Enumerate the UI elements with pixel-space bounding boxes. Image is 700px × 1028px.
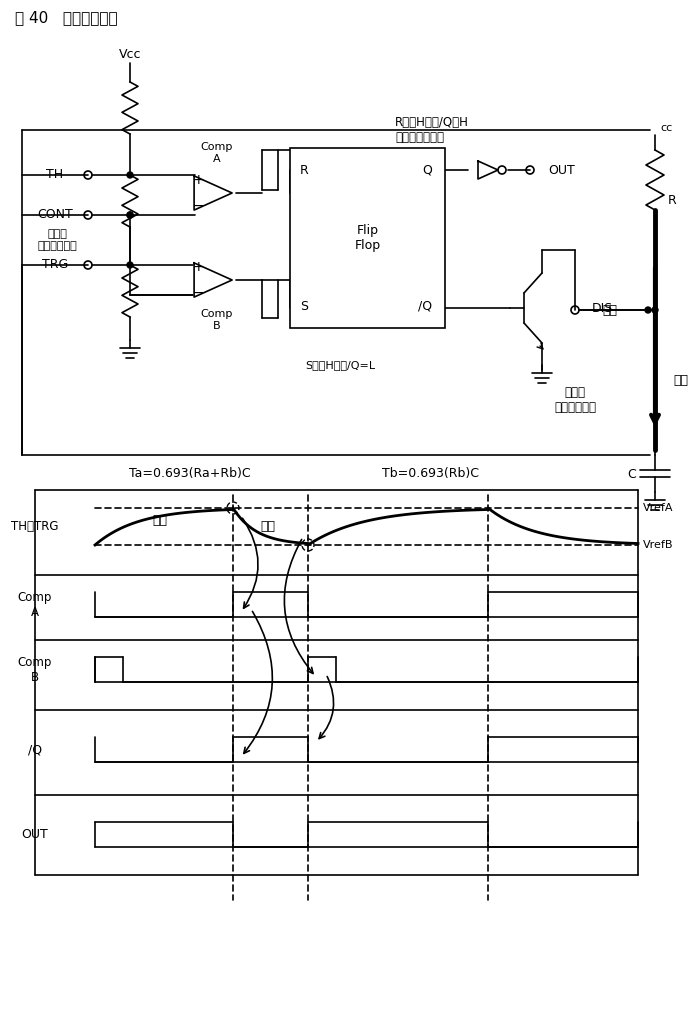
Polygon shape bbox=[194, 176, 232, 210]
Text: R: R bbox=[668, 193, 677, 207]
Text: Q: Q bbox=[422, 163, 432, 177]
Text: R: R bbox=[300, 163, 309, 177]
Text: TRG: TRG bbox=[42, 258, 68, 271]
Text: Comp
B: Comp B bbox=[201, 309, 233, 331]
Polygon shape bbox=[194, 263, 232, 297]
Text: −: − bbox=[193, 199, 204, 213]
Text: Vcc: Vcc bbox=[119, 48, 141, 62]
Text: Comp
A: Comp A bbox=[201, 142, 233, 163]
Text: CONT: CONT bbox=[37, 209, 73, 221]
Text: DIS: DIS bbox=[592, 301, 613, 315]
Text: Tb=0.693(Rb)C: Tb=0.693(Rb)C bbox=[382, 467, 479, 479]
Text: Comp
A: Comp A bbox=[18, 591, 52, 619]
Text: Ta=0.693(Ra+Rb)C: Ta=0.693(Ra+Rb)C bbox=[130, 467, 251, 479]
Polygon shape bbox=[478, 161, 498, 179]
Text: /Q: /Q bbox=[28, 743, 42, 757]
Circle shape bbox=[645, 307, 651, 313]
Text: OUT: OUT bbox=[548, 163, 575, 177]
Text: −: − bbox=[193, 286, 204, 300]
Circle shape bbox=[127, 262, 133, 268]
Text: TH: TH bbox=[46, 169, 64, 182]
Circle shape bbox=[127, 212, 133, 218]
Text: 放電: 放電 bbox=[603, 303, 617, 317]
Text: Rが「H」で/Q＝H
コンデンサ放電: Rが「H」で/Q＝H コンデンサ放電 bbox=[395, 116, 469, 144]
Text: タイマ
スタート端子: タイマ スタート端子 bbox=[37, 229, 77, 251]
Text: Flip
Flop: Flip Flop bbox=[354, 224, 381, 252]
Text: OUT: OUT bbox=[22, 829, 48, 842]
Circle shape bbox=[127, 212, 133, 218]
Bar bbox=[290, 148, 445, 328]
Text: VrefA: VrefA bbox=[643, 503, 673, 513]
Text: Comp
B: Comp B bbox=[18, 656, 52, 684]
Circle shape bbox=[127, 172, 133, 178]
Text: C: C bbox=[628, 469, 636, 481]
Text: 放電用
トランジスタ: 放電用 トランジスタ bbox=[554, 386, 596, 414]
Text: +: + bbox=[193, 173, 204, 187]
Text: 図 40   発振回路接続: 図 40 発振回路接続 bbox=[15, 10, 118, 26]
Text: 充電: 充電 bbox=[153, 514, 167, 526]
Text: +: + bbox=[193, 260, 204, 274]
Text: cc: cc bbox=[660, 123, 672, 133]
Text: 充電: 充電 bbox=[673, 373, 688, 387]
Text: 放電: 放電 bbox=[260, 519, 276, 533]
Text: S: S bbox=[300, 299, 308, 313]
Text: Sが「H」で/Q=L: Sが「H」で/Q=L bbox=[305, 360, 375, 370]
Text: /Q: /Q bbox=[418, 299, 432, 313]
Circle shape bbox=[652, 307, 658, 313]
Text: VrefB: VrefB bbox=[643, 540, 673, 550]
Text: TH、TRG: TH、TRG bbox=[11, 520, 59, 533]
